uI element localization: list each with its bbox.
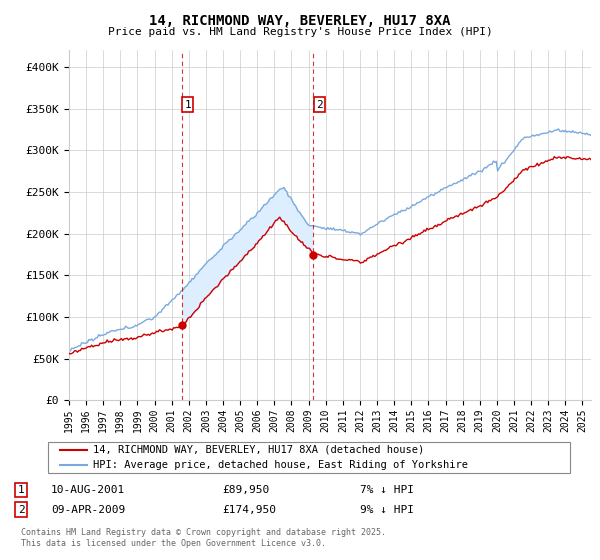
Text: 14, RICHMOND WAY, BEVERLEY, HU17 8XA: 14, RICHMOND WAY, BEVERLEY, HU17 8XA	[149, 14, 451, 28]
Text: 10-AUG-2001: 10-AUG-2001	[51, 485, 125, 495]
Text: 2: 2	[17, 505, 25, 515]
Text: 14, RICHMOND WAY, BEVERLEY, HU17 8XA (detached house): 14, RICHMOND WAY, BEVERLEY, HU17 8XA (de…	[93, 445, 424, 455]
Text: 1: 1	[185, 100, 191, 110]
Text: Contains HM Land Registry data © Crown copyright and database right 2025.
This d: Contains HM Land Registry data © Crown c…	[21, 528, 386, 548]
Text: Price paid vs. HM Land Registry's House Price Index (HPI): Price paid vs. HM Land Registry's House …	[107, 27, 493, 37]
Text: 7% ↓ HPI: 7% ↓ HPI	[360, 485, 414, 495]
Text: HPI: Average price, detached house, East Riding of Yorkshire: HPI: Average price, detached house, East…	[93, 460, 468, 470]
Text: £89,950: £89,950	[222, 485, 269, 495]
Text: 1: 1	[17, 485, 25, 495]
Text: 09-APR-2009: 09-APR-2009	[51, 505, 125, 515]
Text: £174,950: £174,950	[222, 505, 276, 515]
Text: 2: 2	[316, 100, 323, 110]
Text: 9% ↓ HPI: 9% ↓ HPI	[360, 505, 414, 515]
